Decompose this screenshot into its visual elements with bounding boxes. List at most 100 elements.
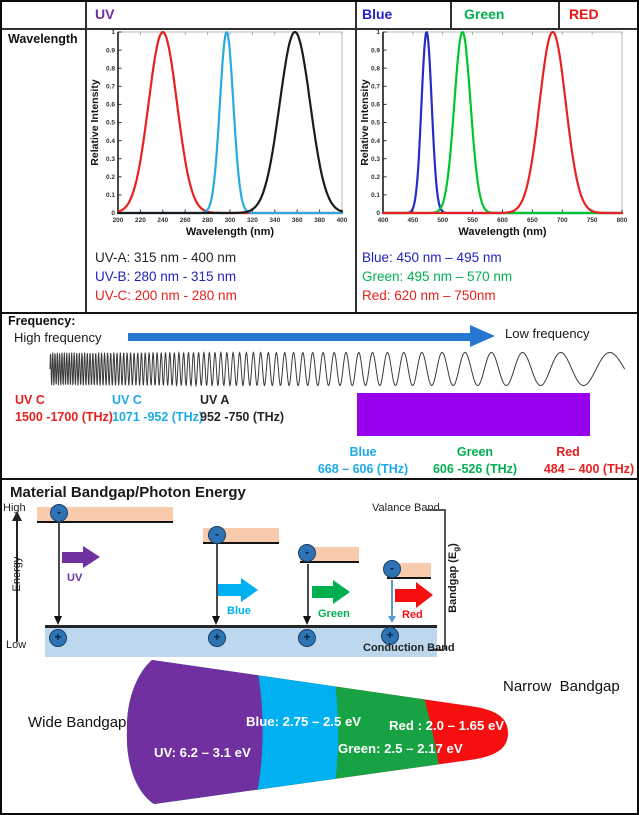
uv-c-range: UV-C: 200 nm - 280 nm — [95, 288, 237, 303]
hole-icon: + — [298, 629, 316, 647]
uvb-band-range: 1071 -952 (THz) — [112, 410, 204, 424]
svg-text:0: 0 — [111, 210, 115, 217]
visible-spectrum-bar — [357, 393, 590, 436]
svg-text:400: 400 — [337, 217, 348, 224]
energy-axis-label: Energy — [11, 556, 23, 592]
svg-text:800: 800 — [617, 217, 628, 224]
svg-text:300: 300 — [225, 217, 236, 224]
svg-text:0.8: 0.8 — [371, 65, 380, 72]
bracket-top-stub — [427, 509, 444, 511]
svg-text:0.3: 0.3 — [371, 156, 380, 163]
valance-band-uv — [37, 507, 173, 523]
y-axis-label: Relative Intensity — [89, 79, 101, 166]
conduction-band-label: Conduction Band — [363, 642, 455, 654]
narrow-bandgap-label: Narrow Bandgap — [503, 678, 620, 695]
x-axis-label: Wavelength (nm) — [458, 226, 547, 238]
svg-text:0.2: 0.2 — [106, 174, 115, 181]
transition-arrow-green — [307, 564, 309, 616]
hole-icon: + — [381, 627, 399, 645]
svg-text:260: 260 — [180, 217, 191, 224]
uv-photon-label: UV — [67, 572, 83, 584]
hole-icon: + — [49, 629, 67, 647]
svg-text:240: 240 — [157, 217, 168, 224]
svg-text:0.6: 0.6 — [106, 102, 115, 109]
svg-text:360: 360 — [292, 217, 303, 224]
svg-text:450: 450 — [407, 217, 418, 224]
svg-text:750: 750 — [587, 217, 598, 224]
header-uv: UV — [95, 6, 115, 22]
bandgap-eg-label: Bandgap (Eg) — [447, 543, 462, 613]
hole-icon: + — [208, 629, 226, 647]
electron-icon: - — [383, 560, 401, 578]
transition-arrowhead-uv — [54, 616, 62, 625]
svg-text:0.5: 0.5 — [106, 120, 115, 127]
svg-text:0.7: 0.7 — [371, 84, 380, 91]
uvb-band-name: UV C — [112, 393, 142, 407]
visible-spectrum-chart: 400 450 500 550 600 650 700 750 800 0 0.1 0.2 0.3 0.4… — [359, 29, 628, 238]
svg-text:0.6: 0.6 — [371, 102, 380, 109]
svg-text:320: 320 — [247, 217, 258, 224]
transition-arrowhead-blue — [212, 616, 220, 625]
svg-text:280: 280 — [202, 217, 213, 224]
divider-col-mid — [355, 2, 357, 312]
svg-text:0.8: 0.8 — [106, 65, 115, 72]
svg-text:0.7: 0.7 — [106, 84, 115, 91]
bracket-bottom-stub — [430, 649, 444, 651]
x-axis-label: Wavelength (nm) — [186, 226, 275, 238]
section-divider-1 — [2, 312, 637, 314]
blue-freq-range: 668 – 606 (THz) — [317, 462, 409, 476]
svg-text:1: 1 — [111, 29, 115, 36]
transition-arrow-blue — [216, 544, 218, 616]
uv-b-range: UV-B: 280 nm - 315 nm — [95, 269, 237, 284]
divider-col-label — [85, 2, 87, 312]
blue-photon-label: Blue — [227, 605, 251, 617]
svg-text:0.1: 0.1 — [106, 192, 115, 199]
bandgap-title: Material Bandgap/Photon Energy — [10, 484, 246, 501]
uv-spectrum-chart: 200 220 240 260 280 300 320 340 360 380 400 0 0.1 0.2… — [89, 29, 348, 238]
valance-band-label: Valance Band — [372, 502, 440, 514]
svg-text:0.1: 0.1 — [371, 192, 380, 199]
svg-text:0.9: 0.9 — [106, 47, 115, 54]
electron-icon: - — [298, 544, 316, 562]
uv-a-range: UV-A: 315 nm - 400 nm — [95, 250, 237, 265]
energy-axis-arrow-icon — [12, 511, 22, 521]
cone-segment-label: Green: 2.5 – 2.17 eV — [338, 741, 463, 756]
green-photon-label: Green — [318, 608, 350, 620]
divider-green-red — [558, 2, 560, 28]
transition-arrowhead-red — [388, 616, 396, 623]
svg-text:500: 500 — [437, 217, 448, 224]
svg-text:600: 600 — [497, 217, 508, 224]
section-divider-2 — [2, 478, 637, 480]
red-freq-range: 484 – 400 (THz) — [543, 462, 635, 476]
energy-low-label: Low — [6, 639, 27, 651]
svg-text:400: 400 — [378, 217, 389, 224]
energy-axis-line — [16, 521, 18, 642]
electron-icon: - — [50, 504, 68, 522]
transition-arrow-uv — [58, 522, 60, 616]
row-label-wavelength: Wavelength — [8, 32, 78, 46]
svg-text:380: 380 — [314, 217, 325, 224]
electron-icon: - — [208, 526, 226, 544]
uvc-band-range: 1500 -1700 (THz) — [15, 410, 113, 424]
svg-text:0.4: 0.4 — [106, 138, 115, 145]
green-range: Green: 495 nm – 570 nm — [362, 269, 513, 284]
red-range: Red: 620 nm – 750nm — [362, 288, 496, 303]
svg-text:0.5: 0.5 — [371, 120, 380, 127]
bracket-line — [444, 509, 446, 650]
divider-blue-green — [450, 2, 452, 28]
svg-text:0.9: 0.9 — [371, 47, 380, 54]
header-underline — [2, 28, 637, 30]
svg-text:1: 1 — [376, 29, 380, 36]
svg-text:200: 200 — [113, 217, 124, 224]
low-frequency-label: Low frequency — [505, 326, 590, 341]
uva-band-name: UV A — [200, 393, 230, 407]
header-blue: Blue — [362, 6, 393, 22]
svg-text:0.3: 0.3 — [106, 156, 115, 163]
svg-text:0.4: 0.4 — [371, 138, 380, 145]
wide-bandgap-label: Wide Bandgap — [28, 714, 127, 731]
uva-band-range: 952 -750 (THz) — [200, 410, 285, 424]
cone-segment-label: Red : 2.0 – 1.65 eV — [389, 718, 504, 733]
red-photon-label: Red — [402, 609, 423, 621]
bandgap-cone: UV: 6.2 – 3.1 eV Blue: 2.75 – 2.5 eV Green… — [126, 660, 509, 804]
